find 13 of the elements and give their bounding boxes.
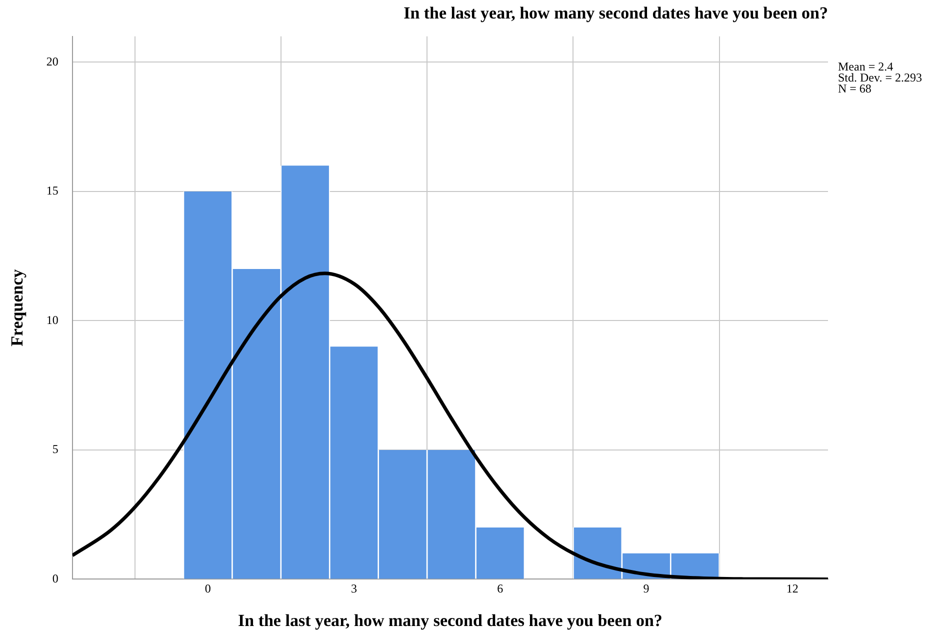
y-tick-label: 0: [52, 571, 58, 586]
y-tick-label: 5: [52, 442, 58, 456]
x-axis-title: In the last year, how many second dates have you been on?: [238, 611, 662, 630]
x-tick-label: 9: [643, 582, 650, 596]
x-tick-label: 12: [786, 582, 798, 596]
y-tick-label: 20: [46, 54, 58, 68]
x-tick-label: 3: [350, 582, 357, 596]
y-tick-label: 15: [46, 184, 58, 198]
y-axis-title: Frequency: [8, 268, 27, 346]
chart-title: In the last year, how many second dates have you been on?: [404, 4, 828, 23]
y-tick-label: 10: [46, 312, 58, 327]
x-tick-label: 0: [204, 582, 211, 596]
x-tick-label: 6: [497, 582, 504, 596]
